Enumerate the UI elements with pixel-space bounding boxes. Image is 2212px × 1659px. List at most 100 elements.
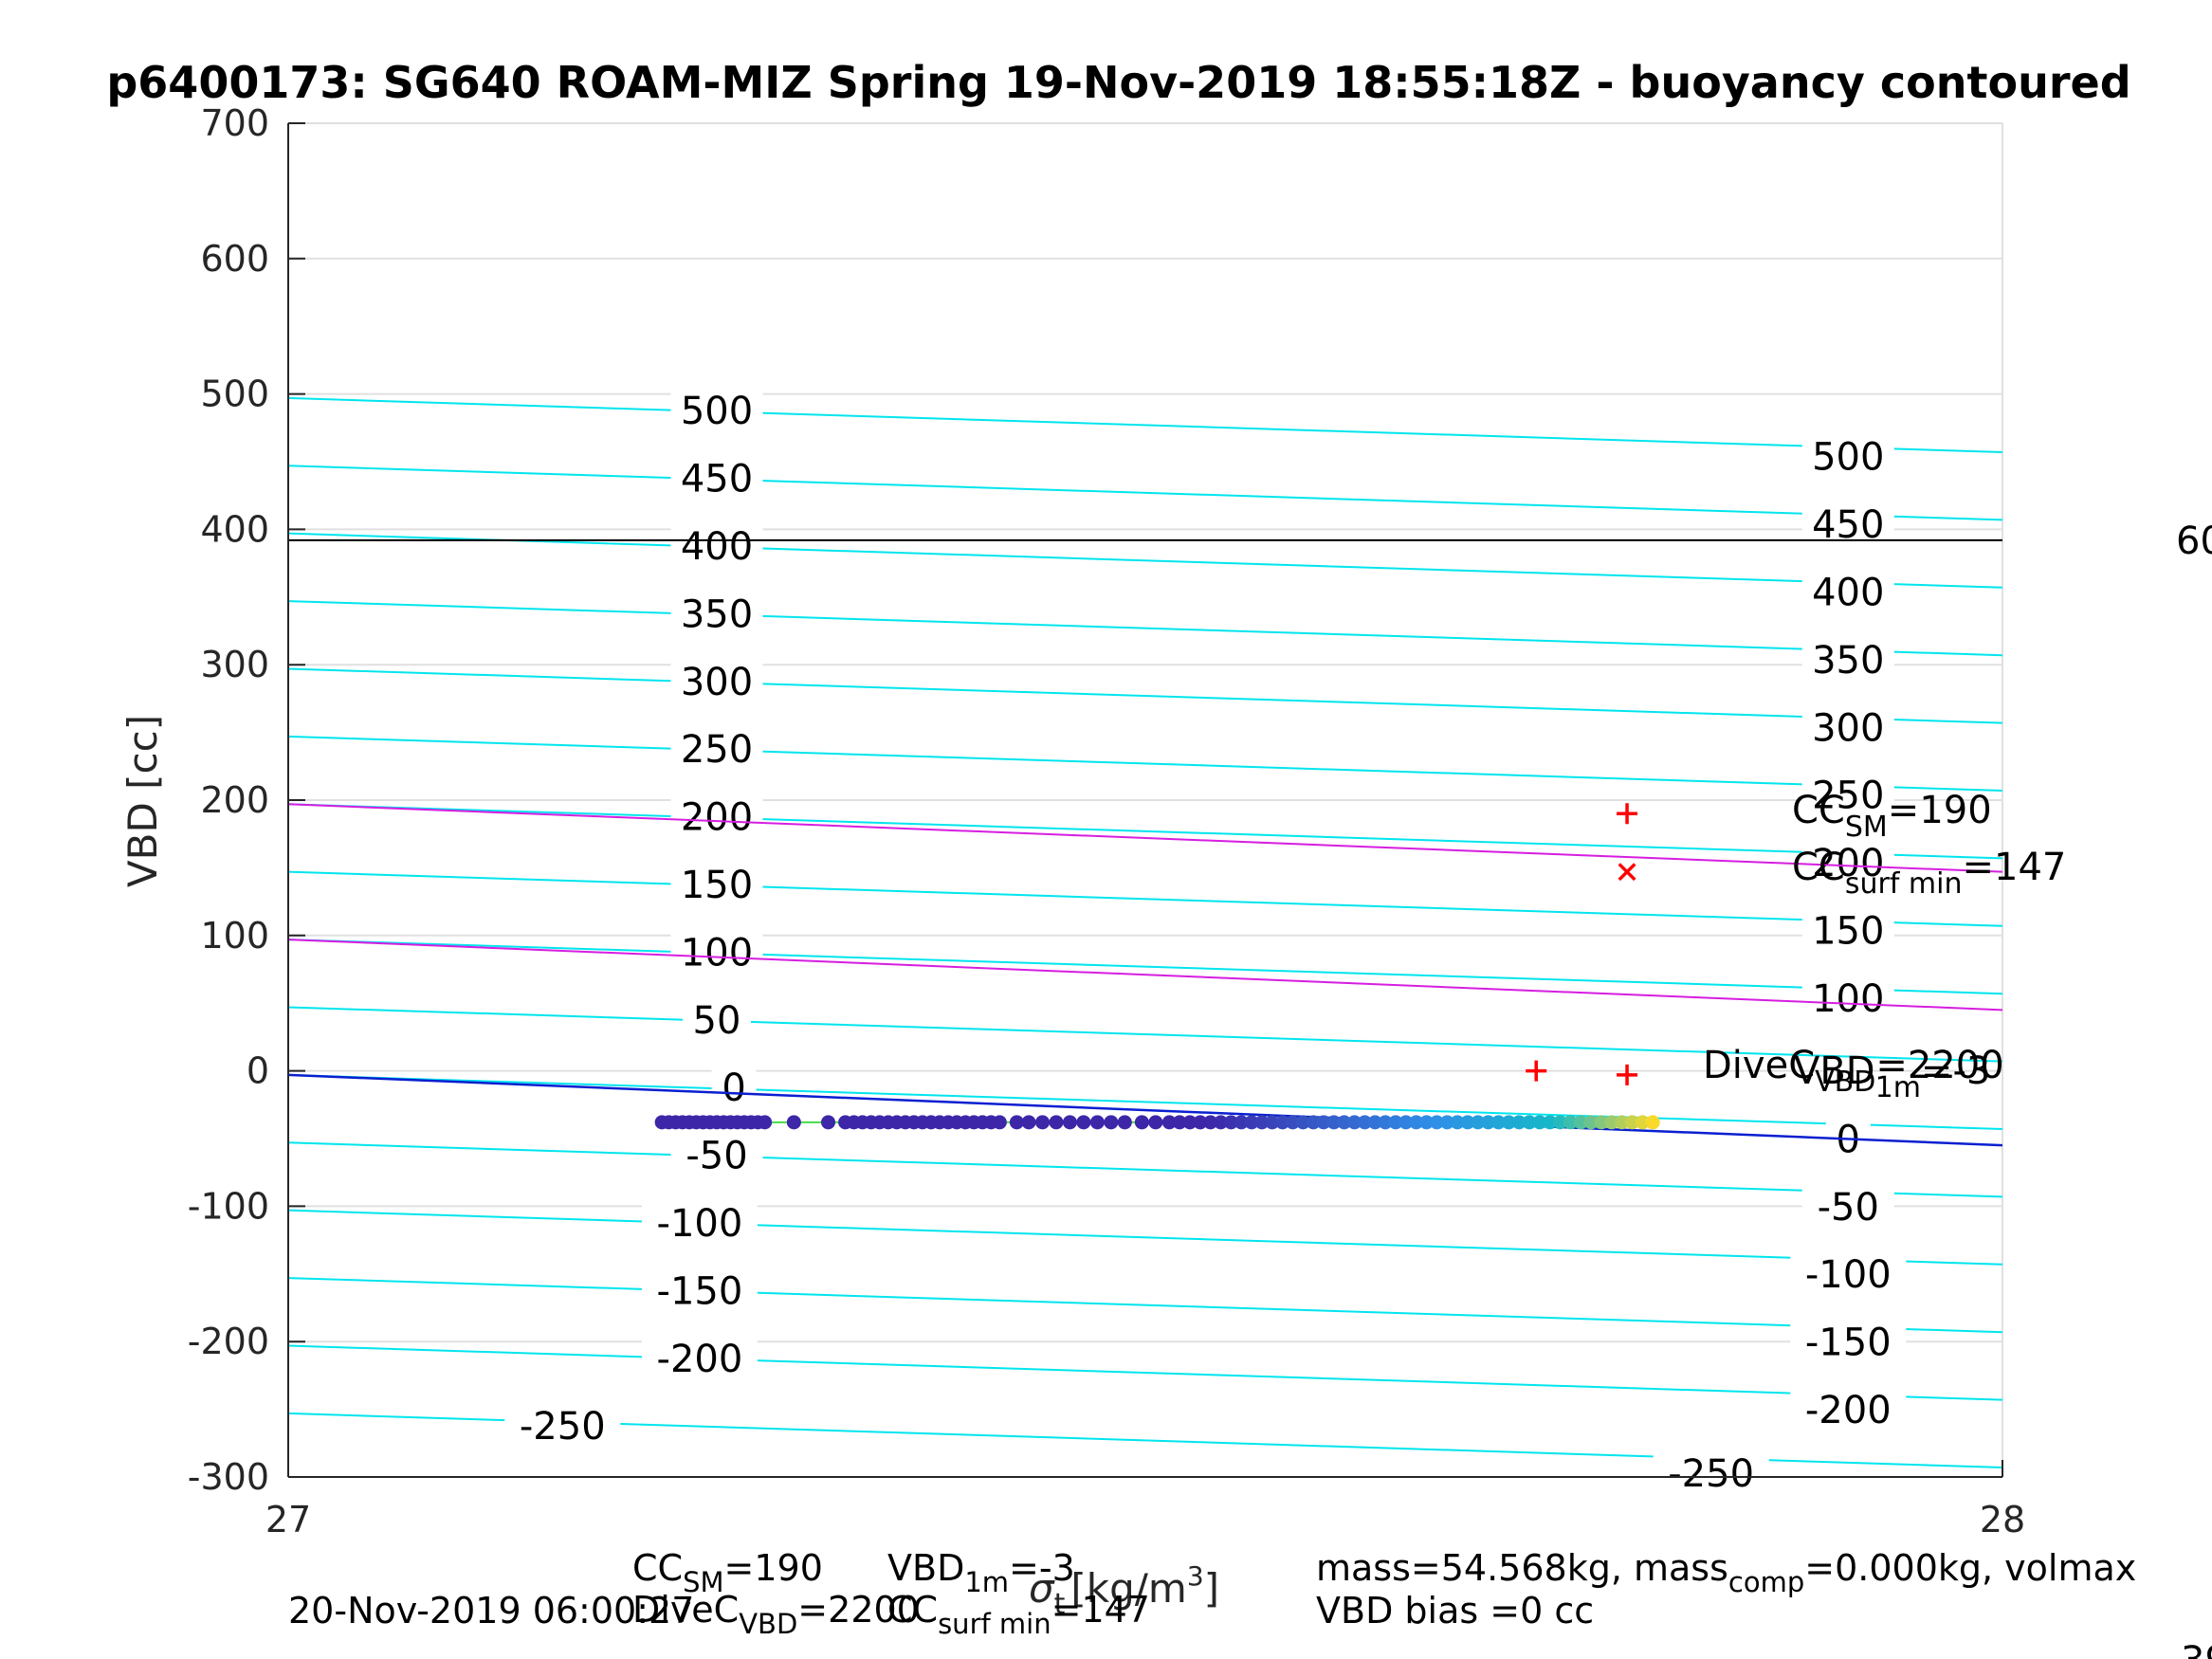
y-tick-label: 0	[247, 1050, 269, 1092]
contour-lines	[287, 396, 2003, 1469]
contour-line	[287, 1141, 2003, 1198]
contour-label: -150	[657, 1269, 743, 1313]
contour-label: 200	[681, 796, 753, 840]
contour-label-bg	[1801, 773, 1894, 815]
marker-plus	[1617, 803, 1638, 825]
contour-labels: 500450400350300250200150100500-50-100-15…	[504, 389, 1907, 1496]
scatter-point	[1254, 1115, 1270, 1130]
scatter-point	[1460, 1115, 1475, 1130]
chart-title: p6400173: SG640 ROAM-MIZ Spring 19-Nov-2…	[106, 57, 2130, 108]
scatter-point	[1193, 1115, 1208, 1130]
footer-dive-vbd: DiveCVBD=2200	[632, 1589, 920, 1640]
annotation-cc-surf-min: CCsurf min=147	[1792, 846, 2066, 901]
scatter-point	[1161, 1115, 1177, 1130]
y-tick-labels: 700 600 500 400 300 200 100 0 -100 -200 -300	[188, 102, 269, 1498]
scatter-point	[1439, 1115, 1454, 1130]
x-tick-label: 28	[1980, 1499, 2025, 1540]
annotation-cc-sm: CCSM=190	[1792, 789, 1992, 844]
contour-label-bg	[670, 456, 763, 499]
scatter-point	[1285, 1115, 1300, 1130]
contour-label-bg	[670, 659, 763, 702]
contour-label: 400	[1812, 572, 1884, 615]
y-axis-label: VBD [cc]	[119, 715, 166, 887]
y-tick-label: 400	[200, 508, 269, 550]
contour-label-bg	[1790, 1388, 1907, 1431]
contour-label: 300	[1812, 706, 1884, 750]
footer-vbd-bias: VBD bias =0 cc	[1316, 1590, 1594, 1632]
scatter-point	[1357, 1115, 1372, 1130]
contour-label-bg	[1790, 1252, 1907, 1295]
contour-line	[287, 600, 2003, 657]
contour-line	[287, 396, 2003, 454]
scatter-point	[992, 1115, 1007, 1130]
magenta-line	[287, 939, 2003, 1012]
scatter-point	[1295, 1115, 1310, 1130]
scatter-point	[1223, 1115, 1238, 1130]
scatter-point	[1337, 1115, 1352, 1130]
footer-cc-sm: CCSM=190	[632, 1547, 823, 1598]
y-tick-label: -100	[188, 1185, 269, 1227]
footer-vbd-1m: VBD1m=-3	[887, 1547, 1075, 1598]
contour-label-bg	[1801, 975, 1894, 1018]
scatter-point	[1035, 1115, 1051, 1130]
y-tick-label: 200	[200, 779, 269, 821]
annotation-dive-vbd: DiveCVBD=2200	[1703, 1044, 2004, 1099]
scatter-point	[758, 1115, 773, 1130]
y-tick-label: -200	[188, 1321, 269, 1362]
scatter-point	[1134, 1115, 1149, 1130]
annotation-right-cut-2: 39	[2181, 1639, 2212, 1659]
scatter-point	[1471, 1115, 1486, 1130]
contour-label-bg	[1801, 570, 1894, 612]
scatter-point	[1429, 1115, 1444, 1130]
scatter-point	[1583, 1115, 1599, 1130]
contour-line	[287, 667, 2003, 724]
contour-label-bg	[1653, 1451, 1769, 1494]
y-tick-label: 700	[200, 102, 269, 144]
contour-label: -200	[657, 1338, 743, 1381]
scatter-point	[1543, 1115, 1558, 1130]
contour-label: -150	[1805, 1322, 1892, 1365]
contour-label: 100	[681, 931, 753, 975]
contour-label-bg	[641, 1268, 758, 1311]
contour-label-bg	[670, 862, 763, 904]
contour-label: 150	[681, 864, 753, 907]
contour-label-bg	[670, 794, 763, 837]
marker-plus	[1617, 1064, 1638, 1085]
scatter-point	[1522, 1115, 1537, 1130]
scatter-point	[1316, 1115, 1331, 1130]
scatter-point	[1104, 1115, 1119, 1130]
contour-label: 500	[681, 390, 753, 433]
contour-line	[287, 465, 2003, 521]
axes	[287, 122, 2003, 1478]
scatter-point	[1367, 1115, 1382, 1130]
scatter-point	[1553, 1115, 1568, 1130]
scatter-point	[821, 1115, 836, 1130]
scatter-point	[1148, 1115, 1163, 1130]
contour-label: 150	[1812, 910, 1884, 954]
contour-label: 50	[693, 999, 741, 1043]
annotation-right-cut-1: 60	[2176, 520, 2212, 563]
scatter-point	[1378, 1115, 1393, 1130]
scatter-point	[1172, 1115, 1187, 1130]
contour-label-bg	[504, 1404, 621, 1447]
scatter-point	[1062, 1115, 1077, 1130]
scatter-point	[1604, 1115, 1619, 1130]
scatter-point	[1234, 1115, 1249, 1130]
annotation-vbd-1m: VBD1m=-3	[1794, 1049, 1990, 1104]
contour-line	[287, 532, 2003, 589]
contour-line	[287, 1344, 2003, 1401]
contour-label-bg	[641, 1200, 758, 1243]
contour-label-bg	[670, 727, 763, 770]
contour-label: 250	[1812, 775, 1884, 818]
contour-line	[287, 1073, 2003, 1131]
contour-label: 250	[681, 728, 753, 772]
scatter-point	[1490, 1115, 1506, 1130]
x-tick-label: 27	[265, 1499, 311, 1540]
contour-label-bg	[1801, 1184, 1894, 1227]
contour-label-bg	[1801, 908, 1894, 951]
x-tick-labels: 27 28	[265, 1499, 2025, 1540]
contour-line	[287, 1209, 2003, 1266]
contour-label-bg	[670, 930, 763, 973]
scatter-point	[1481, 1115, 1496, 1130]
scatter-point	[1594, 1115, 1609, 1130]
